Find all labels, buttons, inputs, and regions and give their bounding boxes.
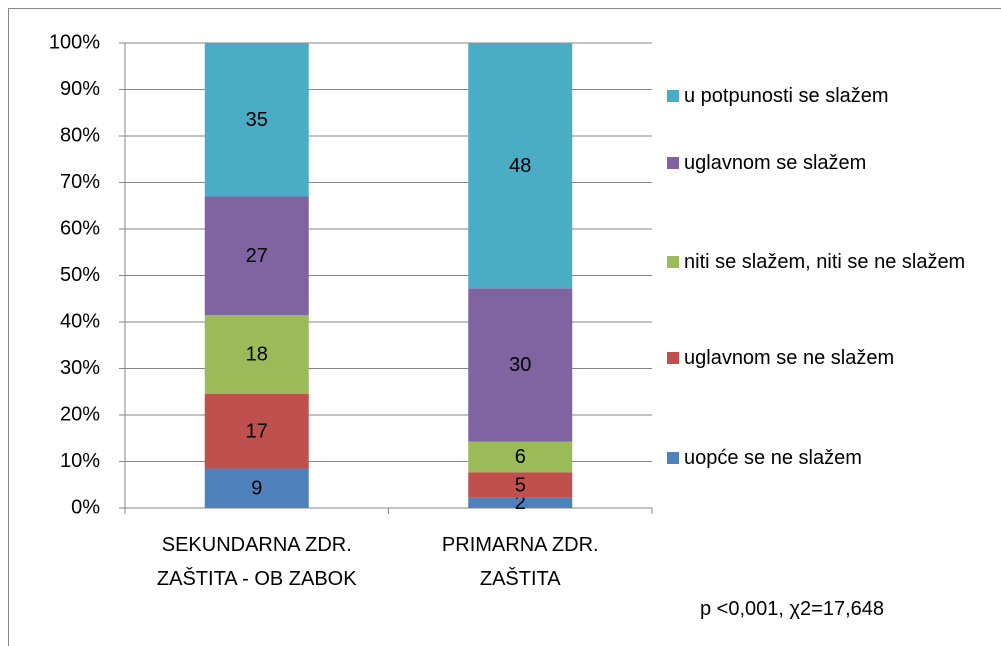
legend-entry: uopće se ne slažem (684, 447, 862, 469)
x-tick-label: PRIMARNA ZDR. ZAŠTITA (441, 534, 599, 590)
data-label: 27 (246, 245, 268, 267)
legend-entry: niti se slažem, niti se ne slažem (684, 251, 966, 273)
bar-segment (204, 468, 309, 508)
data-label: 17 (246, 421, 268, 443)
legend-marker (667, 256, 679, 268)
legend-marker (667, 352, 679, 364)
data-label: 35 (246, 109, 268, 131)
y-tick-label: 70% (60, 171, 100, 193)
bar-segment (204, 314, 309, 394)
data-label: 9 (251, 478, 262, 500)
data-label: 30 (509, 354, 531, 376)
bar-segment (468, 472, 573, 498)
data-label: 48 (509, 155, 531, 177)
y-tick-label: 50% (60, 264, 100, 286)
y-tick-label: 90% (60, 78, 100, 100)
y-tick-label: 80% (60, 124, 100, 146)
legend-entry: uglavnom se ne slažem (684, 347, 895, 369)
y-tick-label: 0% (71, 496, 100, 518)
bar-segment (468, 288, 573, 442)
bar-segment (468, 497, 573, 508)
x-tick-label: SEKUNDARNA ZDR. ZAŠTITA - OB ZABOK (156, 534, 357, 590)
y-tick-label: 30% (60, 357, 100, 379)
y-tick-label: 10% (60, 450, 100, 472)
legend-entry: u potpunosti se slažem (684, 85, 889, 107)
bar-segment (468, 43, 573, 289)
data-label: 5 (515, 474, 526, 496)
bar-segment (204, 43, 309, 197)
y-tick-label: 20% (60, 403, 100, 425)
y-tick-label: 40% (60, 310, 100, 332)
legend-marker (667, 157, 679, 169)
bar-segment (468, 441, 573, 473)
legend-entry: uglavnom se slažem (684, 152, 867, 174)
chart-frame (8, 8, 1001, 646)
bar-segment (204, 393, 309, 469)
data-label: 2 (515, 492, 526, 514)
y-tick-label: 60% (60, 217, 100, 239)
bar-segment (204, 196, 309, 315)
data-label: 18 (246, 344, 268, 366)
y-tick-label: 100% (49, 31, 100, 53)
annotation: p <0,001, χ2=17,648 (700, 598, 884, 620)
legend-marker (667, 90, 679, 102)
data-label: 6 (515, 446, 526, 468)
legend-marker (667, 452, 679, 464)
